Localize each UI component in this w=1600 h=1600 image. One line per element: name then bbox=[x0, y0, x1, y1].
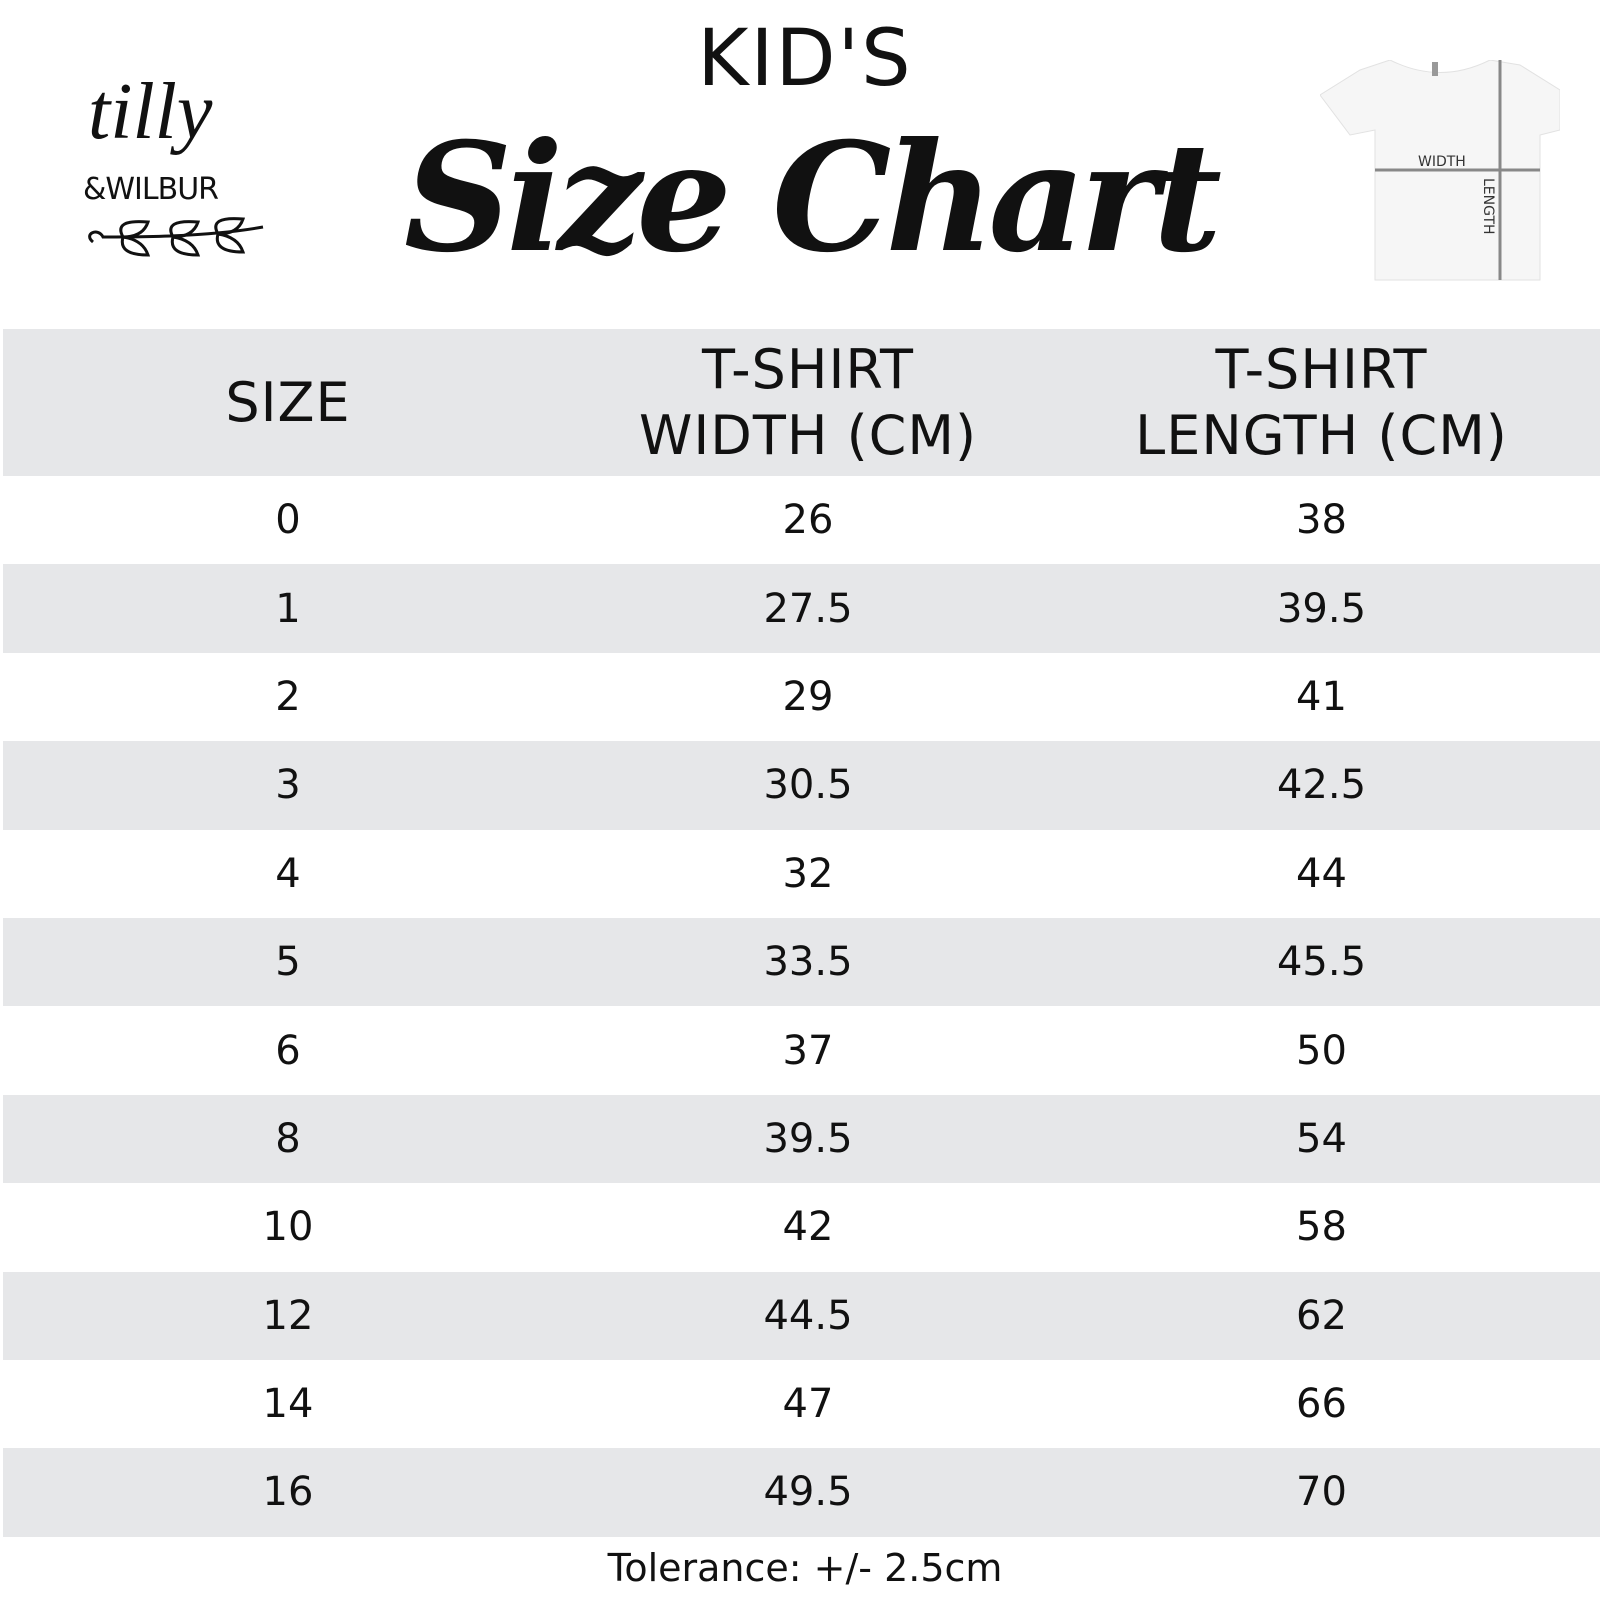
cell-size: 14 bbox=[262, 1381, 314, 1428]
cell-length: 62 bbox=[1296, 1292, 1347, 1339]
table-row: 14 47 66 bbox=[3, 1360, 1600, 1448]
cell-width: 26 bbox=[782, 497, 834, 544]
logo-brand: &WILBUR bbox=[83, 172, 219, 207]
table-row: 8 39.5 54 bbox=[3, 1094, 1600, 1184]
cell-size: 16 bbox=[262, 1469, 314, 1516]
brand-logo: tilly &WILBUR bbox=[78, 68, 268, 262]
cell-length: 66 bbox=[1296, 1381, 1347, 1428]
cell-length: 41 bbox=[1296, 673, 1347, 720]
cell-size: 0 bbox=[275, 497, 301, 544]
tshirt-diagram: WIDTH LENGTH bbox=[1320, 60, 1560, 281]
cell-size: 6 bbox=[275, 1027, 301, 1074]
cell-length: 58 bbox=[1296, 1204, 1347, 1251]
cell-size: 3 bbox=[275, 762, 301, 809]
cell-length: 70 bbox=[1296, 1469, 1347, 1516]
cell-length: 54 bbox=[1296, 1115, 1347, 1162]
cell-width: 42 bbox=[782, 1204, 834, 1251]
cell-size: 5 bbox=[275, 939, 301, 986]
cell-size: 10 bbox=[262, 1204, 314, 1251]
cell-width: 30.5 bbox=[763, 762, 853, 809]
cell-width: 33.5 bbox=[763, 939, 853, 986]
logo-script: tilly bbox=[88, 68, 213, 156]
cell-size: 1 bbox=[275, 585, 301, 632]
length-label: LENGTH bbox=[1480, 178, 1496, 235]
cell-length: 44 bbox=[1296, 850, 1347, 897]
cell-width: 49.5 bbox=[763, 1469, 853, 1516]
cell-width: 37 bbox=[782, 1027, 834, 1074]
column-header-length-cell: T-SHIRT LENGTH (CM) bbox=[1043, 329, 1600, 476]
cell-size: 12 bbox=[262, 1292, 314, 1339]
width-label: WIDTH bbox=[1418, 154, 1466, 170]
cell-length: 39.5 bbox=[1276, 585, 1367, 632]
cell-length: 38 bbox=[1296, 497, 1347, 544]
page-title: Size Chart bbox=[403, 110, 1222, 286]
cell-width: 27.5 bbox=[763, 585, 853, 632]
kids-heading: KID'S bbox=[697, 14, 913, 104]
size-table: SIZE T-SHIRT WIDTH (CM) T-SHIRT LENGTH (… bbox=[3, 329, 1600, 1537]
cell-length: 50 bbox=[1296, 1027, 1347, 1074]
column-header-length: T-SHIRT LENGTH (CM) bbox=[1135, 337, 1508, 467]
cell-size: 8 bbox=[275, 1115, 301, 1162]
cell-width: 32 bbox=[782, 850, 834, 897]
table-row: 4 32 44 bbox=[3, 830, 1600, 918]
cell-width: 39.5 bbox=[763, 1115, 853, 1162]
cell-width: 47 bbox=[782, 1381, 834, 1428]
column-header-size-cell: SIZE bbox=[3, 329, 573, 476]
cell-width: 44.5 bbox=[763, 1292, 853, 1339]
cell-size: 2 bbox=[275, 673, 301, 720]
table-row: 16 49.5 70 bbox=[3, 1448, 1600, 1537]
table-header: SIZE T-SHIRT WIDTH (CM) T-SHIRT LENGTH (… bbox=[3, 329, 1600, 476]
table-row: 6 37 50 bbox=[3, 1006, 1600, 1094]
leaf-vine-icon bbox=[88, 217, 264, 257]
cell-length: 45.5 bbox=[1276, 939, 1367, 986]
cell-size: 4 bbox=[275, 850, 301, 897]
table-row: 12 44.5 62 bbox=[3, 1271, 1600, 1360]
column-header-width: T-SHIRT WIDTH (CM) bbox=[638, 337, 978, 467]
table-row: 10 42 58 bbox=[3, 1183, 1600, 1271]
table-row: 0 26 38 bbox=[3, 476, 1600, 564]
cell-length: 42.5 bbox=[1276, 762, 1367, 809]
cell-width: 29 bbox=[782, 673, 834, 720]
column-header-size: SIZE bbox=[225, 370, 351, 434]
tolerance-note: Tolerance: +/- 2.5cm bbox=[607, 1546, 1003, 1590]
table-row: 3 30.5 42.5 bbox=[3, 741, 1600, 830]
table-row: 2 29 41 bbox=[3, 653, 1600, 741]
table-row: 1 27.5 39.5 bbox=[3, 564, 1600, 653]
table-row: 5 33.5 45.5 bbox=[3, 917, 1600, 1007]
column-header-width-cell: T-SHIRT WIDTH (CM) bbox=[573, 329, 1043, 476]
